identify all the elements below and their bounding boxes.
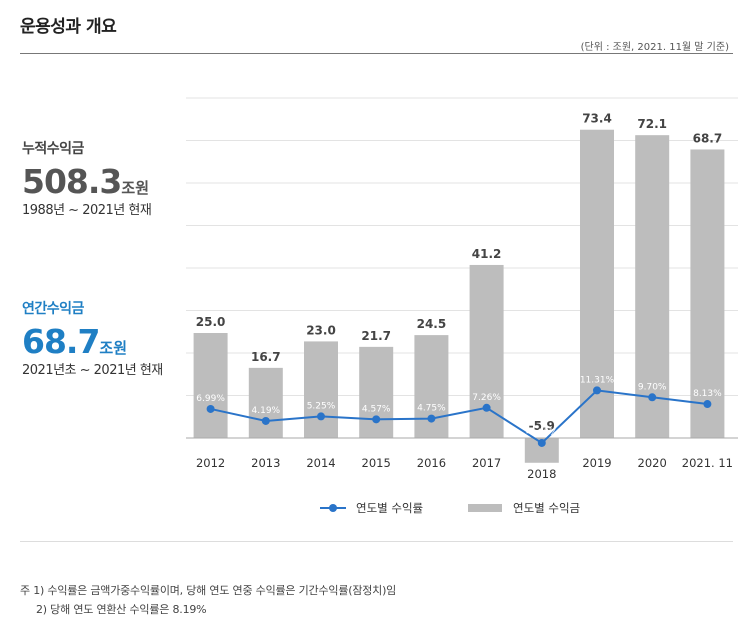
rate-label: 4.19% [252, 406, 281, 416]
x-tick-label: 2016 [417, 456, 446, 470]
rate-label: 8.13% [693, 389, 722, 399]
cumulative-earnings-period: 1988년 ~ 2021년 현재 [22, 203, 152, 218]
bar-value-label: 21.7 [361, 329, 391, 343]
bar [690, 149, 725, 438]
cumulative-earnings-number: 508.3 [22, 162, 122, 201]
bar-value-label: 72.1 [637, 117, 667, 131]
legend-bar-swatch [468, 504, 502, 512]
x-tick-label: 2012 [196, 456, 225, 470]
rate-point [372, 415, 381, 424]
bar-value-label: 23.0 [306, 323, 336, 337]
rate-label: -0.92% [526, 428, 558, 438]
legend-line-label: 연도별 수익률 [356, 501, 423, 515]
rate-label: 9.70% [638, 382, 667, 392]
x-tick-label: 2014 [306, 456, 335, 470]
page-title: 운용성과 개요 [20, 17, 117, 37]
bar-value-label: 73.4 [582, 112, 612, 126]
x-tick-label: 2019 [582, 456, 611, 470]
bar-value-label: -5.9 [529, 419, 555, 433]
x-tick-label: 2015 [362, 456, 391, 470]
header-divider [20, 53, 733, 54]
x-tick-label: 2017 [472, 456, 501, 470]
bar-value-label: 25.0 [196, 315, 226, 329]
x-tick-label: 2018 [527, 467, 556, 481]
unit-note: (단위 : 조원, 2021. 11월 말 기준) [580, 42, 729, 53]
bar-value-label: 16.7 [251, 350, 281, 364]
rate-label: 11.31% [580, 375, 615, 385]
rate-point [648, 393, 657, 402]
footnote-2: 2) 당해 연도 연환산 수익률은 8.19% [36, 603, 207, 616]
bar [359, 346, 394, 438]
cumulative-earnings-value: 508.3조원 [22, 162, 151, 201]
rate-label: 5.25% [307, 401, 336, 411]
cumulative-earnings-panel: 누적수익금 508.3조원 1988년 ~ 2021년 현재 [22, 138, 152, 218]
legend-line-marker [329, 504, 337, 512]
annual-earnings-value: 68.7조원 [22, 322, 163, 361]
bar [193, 333, 228, 438]
rate-label: 4.57% [362, 404, 391, 414]
rate-label: 6.99% [196, 394, 225, 404]
annual-earnings-label: 연간수익금 [22, 301, 84, 317]
annual-earnings-panel: 연간수익금 68.7조원 2021년초 ~ 2021년 현재 [22, 298, 163, 378]
bar [248, 367, 283, 438]
rate-point [317, 412, 325, 421]
cumulative-earnings-label: 누적수익금 [22, 141, 84, 157]
rate-point [537, 438, 546, 447]
annual-earnings-period: 2021년초 ~ 2021년 현재 [22, 363, 163, 378]
footnote-1: 주 1) 수익률은 금액가중수익률이며, 당해 연도 연중 수익률은 기간수익률… [20, 584, 397, 597]
footer-divider [20, 541, 733, 542]
bar [469, 264, 504, 438]
bar [304, 341, 338, 438]
rate-point [206, 404, 215, 413]
legend-bar-label: 연도별 수익금 [513, 501, 580, 515]
bar-value-label: 68.7 [693, 131, 723, 145]
annual-earnings-number: 68.7 [22, 322, 100, 361]
rate-point [261, 416, 270, 425]
x-tick-label: 2020 [638, 456, 667, 470]
bar-value-label: 41.2 [472, 247, 502, 261]
annual-earnings-unit: 조원 [99, 339, 128, 357]
bar-value-label: 24.5 [417, 317, 447, 331]
x-tick-label: 2021. 11 [682, 456, 733, 470]
rate-point [703, 400, 712, 409]
cumulative-earnings-unit: 조원 [121, 179, 149, 197]
bar [635, 135, 670, 438]
rate-point [482, 403, 491, 412]
x-tick-label: 2013 [251, 456, 280, 470]
rate-label: 4.75% [417, 404, 446, 414]
rate-label: 7.26% [472, 393, 501, 403]
returns-chart: 25.0 2012 16.7 2013 23.0 2014 21.7 2015 24.5 2016… [186, 97, 738, 515]
rate-line [210, 389, 708, 445]
rate-point [593, 386, 601, 395]
rate-point [427, 414, 436, 423]
